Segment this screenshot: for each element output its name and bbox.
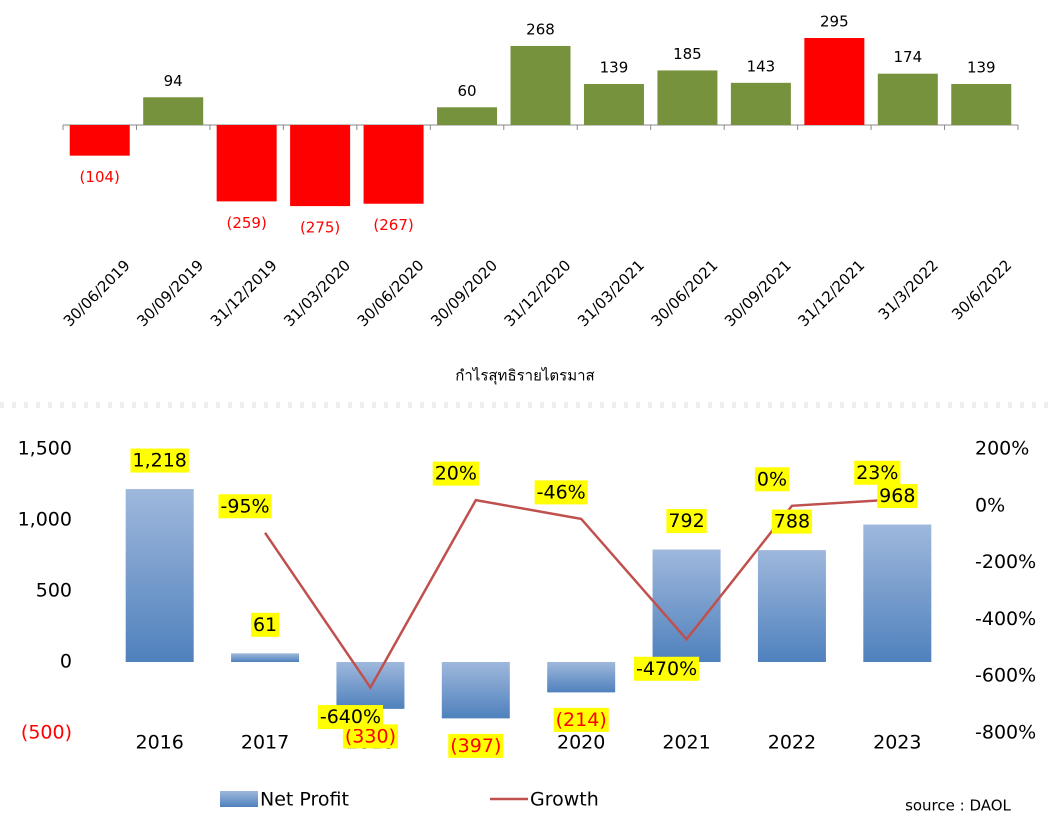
bar	[441, 662, 510, 719]
value-label: (259)	[226, 214, 266, 232]
x-tick-label: 2020	[557, 732, 605, 754]
x-tick-label: 30/6/2022	[948, 256, 1015, 323]
bar	[652, 549, 721, 662]
y-tick-label: (500)	[21, 722, 72, 744]
bar	[437, 107, 498, 125]
y2-tick-label: 0%	[975, 494, 1005, 516]
value-label: 23%	[856, 462, 898, 484]
y2-tick-label: -600%	[975, 665, 1036, 687]
value-label: 61	[253, 614, 277, 636]
label-highlight	[553, 707, 609, 732]
label-highlight	[877, 484, 918, 509]
label-highlight	[666, 509, 707, 534]
bar	[657, 70, 718, 125]
bar	[951, 84, 1012, 125]
bar	[143, 97, 204, 125]
x-tick-label: 30/09/2021	[721, 256, 795, 330]
value-label: 94	[164, 72, 183, 90]
bar	[363, 125, 424, 204]
x-tick-label: 2023	[873, 732, 921, 754]
label-highlight	[218, 494, 272, 519]
bar	[804, 38, 865, 125]
label-highlight	[754, 467, 790, 492]
x-tick-label: 30/09/2019	[133, 256, 207, 330]
x-axis-title: กำไรสุทธิรายไตรมาส	[455, 367, 594, 386]
value-label: (214)	[556, 709, 607, 731]
value-label: 792	[668, 510, 704, 532]
bar	[510, 45, 571, 126]
value-label: 788	[774, 511, 810, 533]
value-label: 174	[893, 48, 922, 66]
value-label: 60	[457, 82, 476, 100]
y-tick-label: 500	[36, 580, 72, 602]
x-tick-label: 31/12/2019	[207, 256, 281, 330]
value-label: (267)	[373, 216, 413, 234]
bar	[583, 84, 644, 125]
legend-label: Growth	[530, 789, 599, 811]
value-label: 139	[967, 59, 996, 77]
value-label: (397)	[450, 735, 501, 757]
label-highlight	[448, 733, 504, 758]
source: source : DAOL	[905, 797, 1011, 815]
label-highlight	[250, 612, 280, 637]
label-highlight	[633, 656, 700, 681]
y2-tick-label: 200%	[975, 438, 1029, 460]
x-tick-label: 30/06/2019	[60, 256, 134, 330]
x-tick-label: 2022	[768, 732, 816, 754]
y2-tick-label: -200%	[975, 551, 1036, 573]
bar	[231, 653, 300, 662]
label-highlight	[317, 705, 384, 730]
bar	[216, 125, 277, 202]
value-label: -95%	[221, 495, 270, 517]
y2-tick-label: -400%	[975, 608, 1036, 630]
legend-swatch	[220, 791, 258, 807]
bar	[730, 82, 791, 125]
x-tick-label: 31/03/2020	[280, 256, 354, 330]
y-tick-label: 1,500	[18, 438, 72, 460]
label-highlight	[771, 509, 813, 534]
label-highlight	[534, 480, 588, 505]
bar	[877, 73, 938, 125]
x-tick-label: 30/06/2021	[648, 256, 722, 330]
x-tick-label: 31/12/2021	[794, 256, 868, 330]
value-label: 139	[600, 59, 629, 77]
value-label: 1,218	[132, 450, 186, 472]
label-highlight	[130, 448, 189, 473]
x-tick-label: 2017	[241, 732, 289, 754]
bar	[125, 489, 194, 662]
value-label: 143	[747, 57, 776, 75]
bar	[547, 662, 616, 693]
x-tick-label: 31/3/2022	[875, 256, 942, 323]
value-label: (275)	[300, 219, 340, 237]
value-label: (104)	[80, 168, 120, 186]
x-tick-label: 31/03/2021	[574, 256, 648, 330]
value-label: 268	[526, 20, 555, 38]
value-label: (330)	[345, 725, 396, 747]
bar	[757, 550, 826, 662]
x-tick-label: 30/09/2020	[427, 256, 501, 330]
value-label: -640%	[320, 706, 381, 728]
value-label: 295	[820, 13, 849, 31]
value-label: 968	[879, 485, 915, 507]
value-label: 0%	[757, 468, 787, 490]
legend-label: Net Profit	[260, 789, 349, 811]
bar	[863, 524, 932, 662]
x-tick-label: 30/06/2020	[354, 256, 428, 330]
x-tick-label: 2016	[136, 732, 184, 754]
bar	[69, 125, 130, 156]
label-highlight	[432, 461, 479, 486]
x-tick-label: 31/12/2020	[501, 256, 575, 330]
value-label: -470%	[636, 658, 697, 680]
y2-tick-label: -800%	[975, 722, 1036, 744]
y-tick-label: 0	[60, 651, 72, 673]
value-label: 20%	[435, 463, 477, 485]
line	[264, 498, 898, 690]
bar	[290, 125, 351, 207]
y-tick-label: 1,000	[18, 509, 72, 531]
value-label: 185	[673, 45, 702, 63]
label-highlight	[854, 460, 901, 485]
value-label: -46%	[537, 481, 586, 503]
x-tick-label: 2021	[662, 732, 710, 754]
